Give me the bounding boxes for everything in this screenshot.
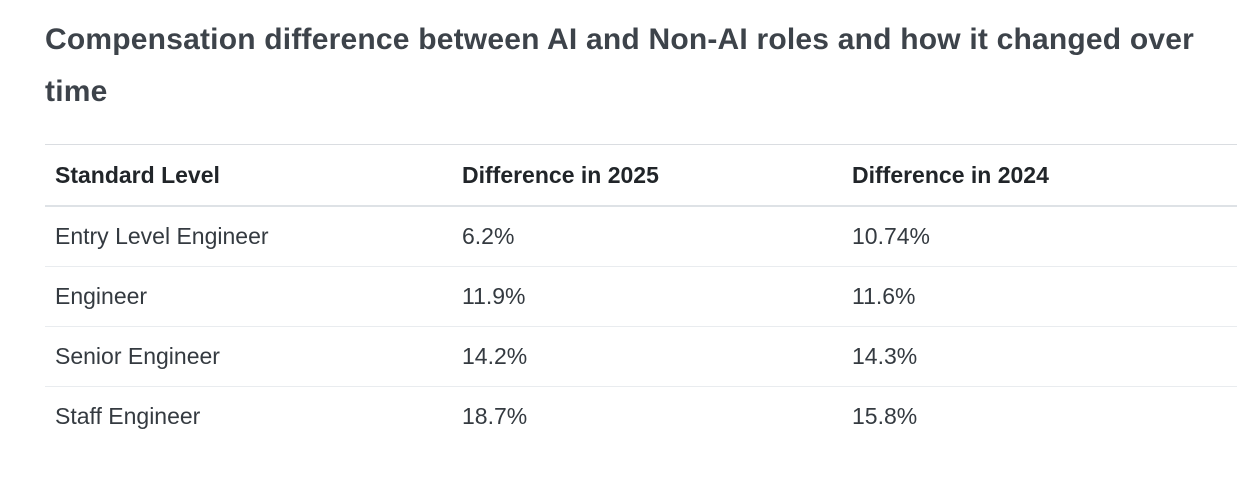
column-header-difference-2025: Difference in 2025 — [452, 144, 842, 207]
cell-difference-2024: 11.6% — [842, 266, 1237, 327]
article: Compensation difference between AI and N… — [45, 23, 1237, 446]
column-header-difference-2024: Difference in 2024 — [842, 144, 1237, 207]
compensation-table: Standard Level Difference in 2025 Differ… — [45, 144, 1237, 446]
table-row-staff-engineer: Staff Engineer 18.7% 15.8% — [45, 387, 1237, 447]
page-title: Compensation difference between AI and N… — [45, 23, 1195, 108]
cell-difference-2025: 6.2% — [452, 206, 842, 267]
column-header-standard-level: Standard Level — [45, 144, 452, 207]
cell-difference-2025: 18.7% — [462, 403, 528, 429]
cell-standard-level: Senior Engineer — [45, 326, 452, 387]
cell-difference-2025: 14.2% — [452, 326, 842, 387]
cell-difference-2024: 14.3% — [842, 326, 1237, 387]
table-row-senior-engineer: Senior Engineer 14.2% 14.3% — [45, 326, 1237, 387]
table-row-entry-level-engineer: Entry Level Engineer 6.2% 10.74% — [45, 206, 1237, 267]
cell-standard-level: Entry Level Engineer — [45, 206, 452, 267]
cell-difference-2024: 10.74% — [842, 206, 1237, 267]
cell-difference-2025: 11.9% — [452, 266, 842, 327]
table-row-engineer: Engineer 11.9% 11.6% — [45, 266, 1237, 327]
table-header-row: Standard Level Difference in 2025 Differ… — [45, 144, 1237, 207]
cell-difference-2024: 15.8% — [852, 403, 918, 429]
cell-standard-level: Staff Engineer — [55, 403, 201, 429]
cell-standard-level: Engineer — [45, 266, 452, 327]
